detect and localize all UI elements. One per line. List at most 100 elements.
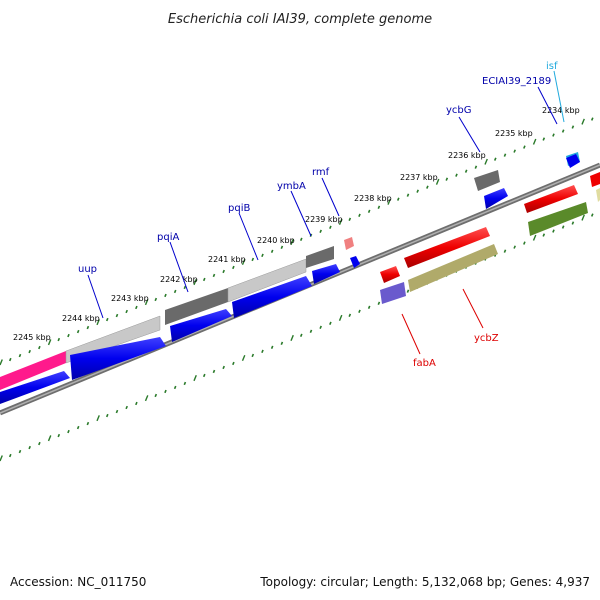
minor-tick — [571, 221, 575, 225]
gene-label-ECIAI39_2189[interactable]: ECIAI39_2189 — [482, 76, 551, 87]
major-tick — [581, 118, 585, 125]
gene-label-pqiA[interactable]: pqiA — [157, 232, 179, 243]
tick-label: 2235 kbp — [495, 129, 533, 138]
gene-labels: uup pqiA pqiB ymbA rmf ycbG ECIAI39_2189… — [78, 61, 565, 369]
gene-label-isf[interactable]: isf — [546, 61, 558, 72]
minor-tick — [76, 425, 80, 430]
feature-block — [474, 170, 500, 191]
minor-tick — [367, 305, 371, 309]
minor-tick — [38, 441, 41, 446]
leader-line — [401, 313, 421, 355]
minor-tick — [261, 253, 264, 258]
minor-tick — [406, 193, 410, 197]
gene-label-rmf[interactable]: rmf — [312, 167, 330, 178]
feature-arrow — [312, 264, 340, 284]
inner-feature-track — [0, 154, 600, 404]
minor-tick — [416, 189, 419, 193]
feature-block — [380, 282, 406, 304]
minor-tick — [38, 345, 41, 350]
minor-tick — [57, 337, 61, 342]
major-tick — [144, 395, 149, 402]
minor-tick — [377, 301, 381, 305]
feature-arrow — [0, 371, 70, 404]
minor-tick — [358, 309, 361, 313]
minor-tick — [590, 213, 594, 217]
feature-block — [528, 202, 588, 236]
minor-tick — [67, 333, 70, 338]
minor-tick — [232, 361, 235, 366]
gene-label-fabA[interactable]: fabA — [413, 358, 436, 369]
minor-tick — [8, 357, 12, 362]
feature-arrow — [566, 154, 580, 168]
minor-tick — [115, 313, 119, 318]
tick-label: 2240 kbp — [257, 236, 295, 245]
minor-tick — [280, 245, 284, 250]
major-tick — [193, 279, 197, 286]
minor-tick — [28, 349, 31, 354]
map-title: Escherichia coli IAI39, complete genome — [168, 12, 432, 27]
minor-tick — [377, 205, 381, 209]
leader-line — [238, 212, 259, 261]
feature-arrow — [232, 276, 312, 318]
feature-block — [165, 288, 228, 325]
feature-block — [596, 188, 600, 202]
major-tick — [484, 158, 488, 165]
minor-tick — [261, 349, 264, 354]
minor-tick — [426, 185, 429, 189]
minor-tick — [299, 333, 303, 338]
major-tick — [0, 359, 3, 366]
feature-block — [344, 237, 354, 250]
genome-summary-text: Topology: circular; Length: 5,132,068 bp… — [259, 575, 590, 589]
major-tick — [581, 214, 585, 221]
major-tick — [0, 455, 3, 462]
gene-label-uup[interactable]: uup — [78, 264, 97, 275]
tick-labels: 2245 kbp 2244 kbp 2243 kbp 2242 kbp 2241… — [13, 106, 580, 342]
leader-line — [290, 190, 312, 237]
leader-line — [537, 86, 558, 125]
minor-tick — [406, 289, 410, 293]
minor-tick — [445, 177, 449, 181]
gene-label-ymbA[interactable]: ymbA — [277, 181, 306, 192]
minor-tick — [18, 449, 22, 454]
leader-line — [462, 288, 484, 329]
gene-label-ycbG[interactable]: ycbG — [446, 105, 472, 116]
major-tick — [96, 319, 100, 326]
tick-label: 2241 kbp — [208, 255, 246, 264]
minor-tick — [523, 145, 526, 149]
feature-arrow — [70, 337, 166, 380]
tick-label: 2238 kbp — [354, 194, 392, 203]
minor-tick — [367, 209, 371, 213]
minor-tick — [299, 237, 303, 242]
minor-tick — [523, 241, 526, 245]
major-tick — [241, 258, 246, 266]
major-tick — [532, 138, 537, 145]
tick-label: 2242 kbp — [160, 275, 198, 284]
minor-tick — [309, 329, 313, 334]
gene-label-ycbZ[interactable]: ycbZ — [474, 333, 499, 344]
minor-tick — [358, 213, 361, 217]
minor-tick — [76, 329, 80, 334]
minor-tick — [455, 173, 458, 177]
minor-tick — [173, 289, 177, 294]
gene-label-pqiB[interactable]: pqiB — [228, 203, 250, 214]
minor-tick — [503, 153, 507, 157]
major-tick — [435, 178, 440, 185]
minor-tick — [164, 389, 167, 394]
feature-block — [306, 246, 334, 268]
minor-tick — [154, 297, 158, 302]
feature-block — [227, 258, 307, 303]
tick-label: 2239 kbp — [305, 215, 343, 224]
minor-tick — [319, 325, 322, 329]
major-tick — [47, 435, 52, 442]
minor-tick — [8, 453, 12, 458]
tick-label: 2237 kbp — [400, 173, 438, 182]
tick-label: 2245 kbp — [13, 333, 51, 342]
minor-tick — [280, 341, 284, 346]
feature-block — [408, 244, 498, 292]
major-tick — [290, 334, 294, 341]
minor-tick — [222, 365, 225, 370]
minor-tick — [329, 321, 332, 325]
feature-block — [0, 351, 66, 390]
minor-tick — [135, 305, 138, 310]
tick-label: 2234 kbp — [542, 106, 580, 115]
